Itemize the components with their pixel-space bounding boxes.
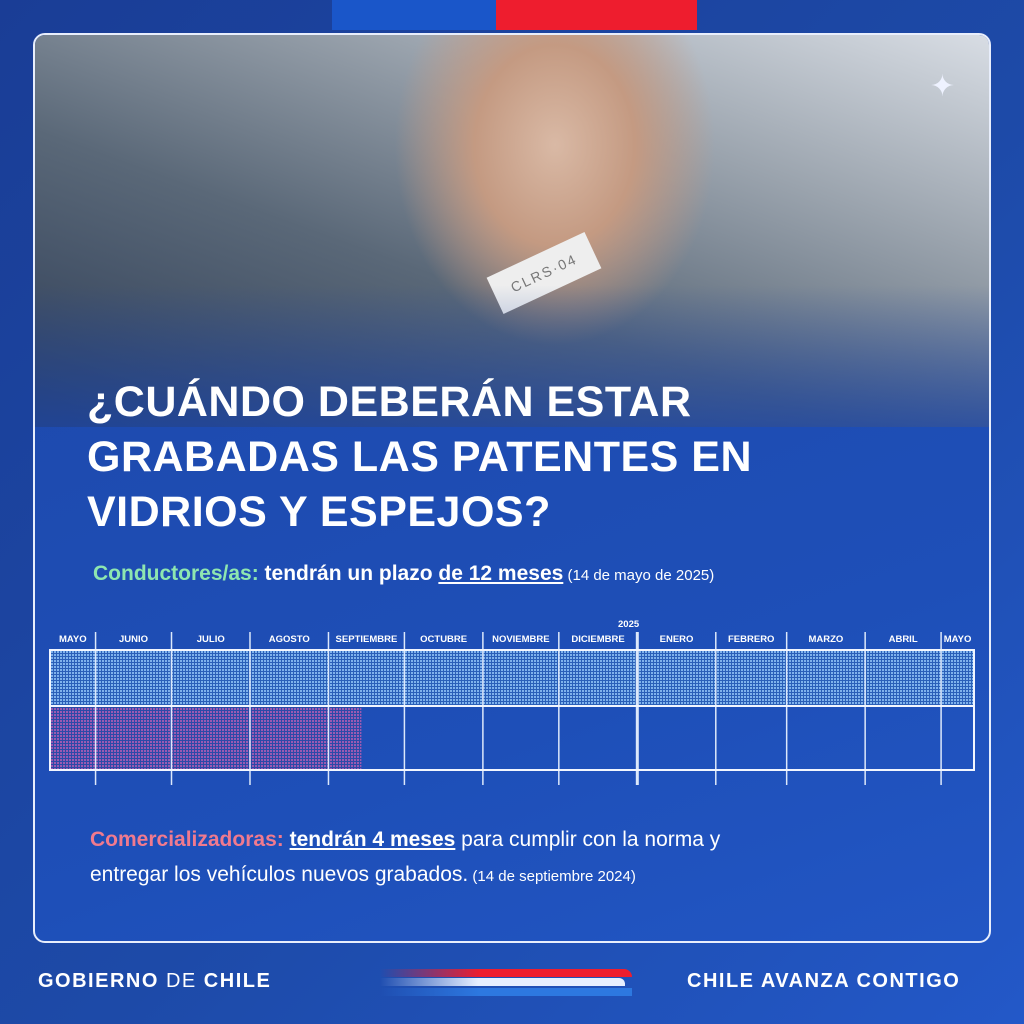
flag-swoosh <box>380 969 632 997</box>
info-card: CLRS·04 ✦ ¿CUÁNDO DEBERÁN ESTAR GRABADAS… <box>33 33 991 943</box>
flag-bar-blue <box>332 0 496 30</box>
flag-bar-red <box>496 0 697 30</box>
slogan-text: CHILE AVANZA CONTIGO <box>687 970 961 992</box>
sparkle-icon: ✦ <box>929 70 955 103</box>
page-title: ¿CUÁNDO DEBERÁN ESTAR GRABADAS LAS PATEN… <box>87 378 752 536</box>
conductores-text: Conductores/as: tendrán un plazo de 12 m… <box>93 562 715 585</box>
comercializadoras-text: Comercializadoras: tendrán 4 meses para … <box>90 828 721 886</box>
gobierno-logo-text: GOBIERNO DE CHILE <box>38 970 272 992</box>
hero-photo: CLRS·04 ✦ <box>35 35 989 427</box>
